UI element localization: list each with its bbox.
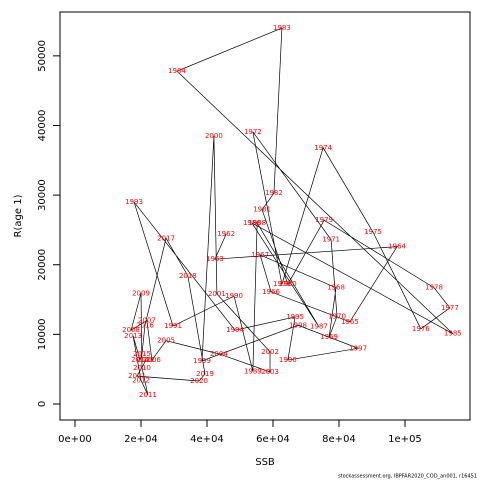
- year-point: 1985: [444, 330, 462, 338]
- year-point: 1983: [273, 24, 291, 32]
- year-point: 2001: [208, 290, 226, 298]
- y-tick-label: 30000: [37, 179, 48, 211]
- year-point: 2013: [124, 332, 142, 340]
- x-tick-label: 8e+04: [322, 434, 356, 445]
- year-point: 2016: [136, 321, 154, 329]
- year-point: 1966: [262, 288, 280, 296]
- year-point: 1982: [265, 189, 283, 197]
- plot-frame: [59, 11, 471, 421]
- year-point: 2012: [132, 376, 150, 384]
- y-tick-label: 20000: [37, 249, 48, 281]
- year-point: 1986: [243, 219, 261, 227]
- year-point: 1967: [251, 251, 269, 259]
- year-point: 1994: [226, 326, 244, 334]
- year-point: 1965: [341, 318, 359, 326]
- y-axis-label: R(age 1): [13, 194, 24, 237]
- y-tick-label: 10000: [37, 318, 48, 350]
- year-point: 1980: [279, 280, 297, 288]
- year-point: 1988: [248, 219, 266, 227]
- year-point: 1997: [349, 344, 367, 352]
- year-point: 1972: [244, 128, 262, 136]
- year-point: 2003: [261, 368, 279, 376]
- year-point: 1968: [327, 284, 345, 292]
- year-point: 1977: [441, 304, 459, 312]
- year-point: 2021: [128, 372, 146, 380]
- year-point: 1974: [314, 144, 332, 152]
- x-tick-label: 2e+04: [124, 434, 158, 445]
- year-point: 2004: [210, 350, 228, 358]
- year-point: 1999: [193, 357, 211, 365]
- year-point: 1987: [310, 323, 328, 331]
- year-point: 2014: [131, 356, 149, 364]
- x-tick-label: 4e+04: [190, 434, 224, 445]
- year-point: 1991: [164, 322, 182, 330]
- year-point: 2022: [137, 356, 155, 364]
- year-point: 1969: [320, 333, 338, 341]
- x-tick-label: 0e+00: [58, 434, 92, 445]
- year-point: 1975: [364, 228, 382, 236]
- year-point: 1971: [322, 236, 340, 244]
- year-point: 1963: [206, 255, 224, 263]
- year-point: 1990: [225, 292, 243, 300]
- year-point: 2008: [122, 326, 140, 334]
- x-tick-label: 1e+05: [388, 434, 422, 445]
- year-point: 1993: [125, 198, 143, 206]
- year-point: 2009: [132, 289, 150, 297]
- year-point: 1979: [315, 216, 333, 224]
- x-tick-label: 6e+04: [256, 434, 290, 445]
- trajectory-line: [130, 27, 454, 396]
- year-point: 2020: [190, 377, 208, 385]
- year-point: 2019: [196, 370, 214, 378]
- year-point: 2006: [143, 356, 161, 364]
- year-point: 1976: [412, 325, 430, 333]
- year-point: 2015: [133, 350, 151, 358]
- footnote: stockassessment.org, IBPFAR2020_COD_an00…: [338, 474, 477, 480]
- year-point: 1964: [388, 243, 406, 251]
- year-point: 2010: [133, 364, 151, 372]
- year-point: 2017: [157, 234, 175, 242]
- year-point: 1981: [253, 206, 271, 214]
- year-point: 2002: [261, 348, 279, 356]
- year-point: 1962: [217, 230, 235, 238]
- y-tick-label: 50000: [37, 40, 48, 72]
- year-point: 2000: [205, 132, 223, 140]
- year-point: 1996: [279, 356, 297, 364]
- y-tick-label: 0: [37, 401, 48, 407]
- year-point: 1978: [425, 284, 443, 292]
- year-point: 1984: [168, 67, 186, 75]
- year-point: 2018: [179, 272, 197, 280]
- year-point: 1998: [289, 321, 307, 329]
- year-point: 2011: [139, 391, 157, 399]
- y-tick-label: 40000: [37, 110, 48, 142]
- year-point: 2005: [157, 337, 175, 345]
- year-point: 2007: [138, 316, 156, 324]
- year-point: 1995: [286, 313, 304, 321]
- year-point: 1973: [273, 280, 291, 288]
- year-point: 1970: [328, 312, 346, 320]
- x-axis-label: SSB: [255, 457, 275, 468]
- year-point: 1989: [244, 367, 262, 375]
